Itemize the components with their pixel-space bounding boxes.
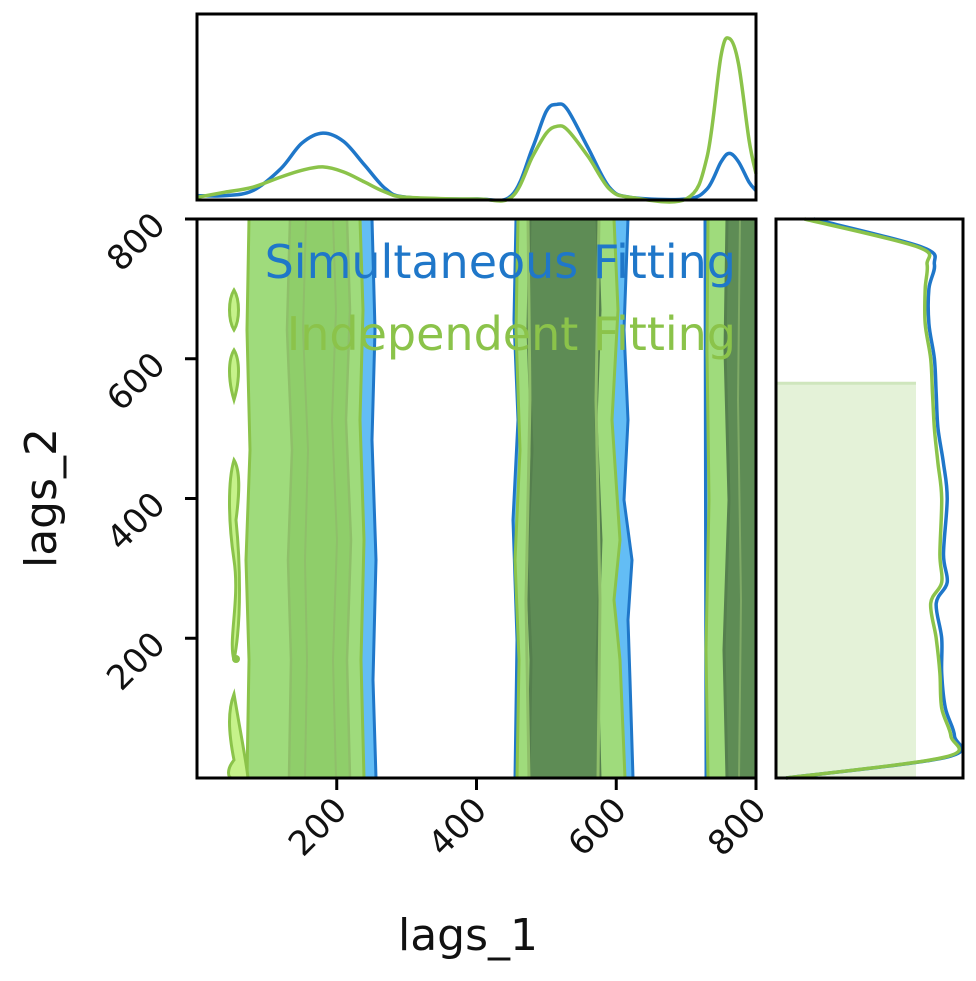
x-tick-label: 600 (560, 790, 634, 864)
y-tick-label: 600 (99, 345, 173, 419)
x-axis-label: lags_1 (398, 910, 538, 961)
y-tick-label: 800 (99, 205, 173, 279)
legend-independent: Independent Fitting (287, 307, 736, 361)
y-axis-label: lags_2 (16, 428, 67, 568)
y-tick-label: 400 (99, 485, 173, 559)
right-marginal-curves (785, 217, 964, 780)
right-marginal-line-simultaneous (785, 217, 964, 780)
top-marginal-line-independent (196, 36, 758, 204)
independent-band-middle-light-stripe (524, 219, 602, 778)
y-tick-label: 200 (99, 624, 173, 698)
x-tick-label: 400 (421, 790, 495, 864)
right-marginal-shade (776, 383, 916, 778)
independent-band-right-stripe (736, 219, 743, 778)
main-joint-panel: Simultaneous Fitting Independent Fitting (195, 217, 758, 780)
x-tick-label: 200 (281, 790, 355, 864)
top-marginal-panel (195, 12, 758, 204)
top-marginal-line-simultaneous (196, 102, 758, 203)
right-marginal-line-independent (785, 217, 962, 780)
right-marginal-frame (774, 217, 965, 780)
independent-band-left-core (301, 219, 339, 778)
independent-contour-dot (232, 655, 240, 663)
independent-band-middle-dark (525, 219, 603, 778)
x-axis-ticks: 200 400 600 800 (281, 778, 774, 864)
contour-layer (227, 219, 756, 778)
x-tick-label: 800 (700, 790, 774, 864)
right-marginal-panel (774, 217, 965, 780)
top-marginal-curves (196, 36, 758, 204)
y-axis-ticks: 200 400 600 800 (99, 205, 197, 699)
legend-simultaneous: Simultaneous Fitting (265, 235, 736, 289)
top-marginal-frame (195, 12, 758, 202)
